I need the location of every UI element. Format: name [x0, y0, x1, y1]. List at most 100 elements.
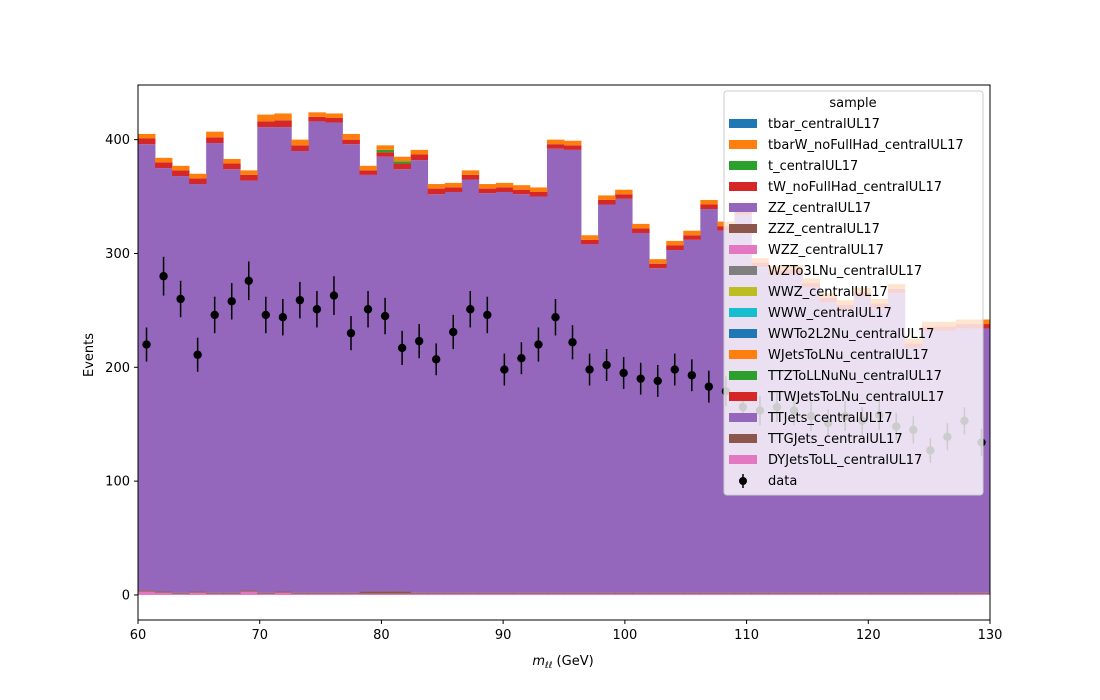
- bar-ttgjets-centralul17-40: [819, 592, 838, 594]
- bar-ttgjets-centralul17-29: [632, 592, 650, 594]
- bar-wjetstolnu-centralul17-31: [666, 240, 684, 246]
- bar-ttgjets-centralul17-23: [529, 592, 548, 594]
- bar-wjetstolnu-centralul17-10: [308, 112, 326, 117]
- legend-label-16: DYJetsToLL_centralUL17: [768, 453, 922, 468]
- legend-label-1: tbarW_noFullHad_centralUL17: [768, 138, 964, 153]
- bar-ttjets-centralul17-7: [257, 127, 275, 593]
- bar-ttwjetstolnu-centralul17-30: [649, 263, 667, 269]
- legend-swatch-4: [729, 203, 757, 212]
- data-point-25: [568, 338, 577, 347]
- bar-dyjetstoll-centralul17-9: [291, 593, 309, 595]
- bar-wjetstolnu-centralul17-29: [632, 223, 650, 229]
- bar-ttwjetstolnu-centralul17-18: [444, 187, 463, 192]
- bar-dyjetstoll-centralul17-18: [444, 593, 463, 595]
- x-axis-label-sub: ℓℓ: [544, 661, 552, 671]
- bar-ttjets-centralul17-5: [223, 169, 241, 593]
- bar-ttjets-centralul17-24: [546, 148, 565, 593]
- bar-ttjets-centralul17-23: [529, 196, 548, 593]
- x-axis-label-main: m: [532, 654, 545, 669]
- data-point-33: [704, 382, 714, 391]
- x-tick-label-110: 110: [734, 628, 759, 643]
- bar-ttwjetstolnu-centralul17-5: [223, 163, 241, 170]
- data-point-16: [414, 336, 424, 346]
- bar-dyjetstoll-centralul17-22: [512, 593, 531, 595]
- x-tick-label-130: 130: [978, 628, 1003, 643]
- data-point-9: [295, 295, 305, 305]
- bar-ttwjetstolnu-centralul17-6: [240, 174, 258, 181]
- legend-label-2: t_centralUL17: [768, 159, 858, 174]
- bar-wjetstolnu-centralul17-25: [564, 140, 582, 146]
- legend-data-marker: [739, 477, 747, 485]
- legend-label-6: WZZ_centralUL17: [768, 243, 884, 258]
- bar-ttwjetstolnu-centralul17-27: [598, 199, 616, 205]
- bar-dyjetstoll-centralul17-36: [751, 593, 769, 595]
- legend-swatch-15: [729, 434, 757, 443]
- bar-wjetstolnu-centralul17-15: [393, 156, 412, 162]
- bar-dyjetstoll-centralul17-49: [972, 593, 991, 595]
- bar-ttwjetstolnu-centralul17-33: [700, 204, 718, 210]
- bar-ttgjets-centralul17-9: [291, 592, 309, 594]
- bar-ttgjets-centralul17-14: [376, 591, 394, 594]
- bar-ttjets-centralul17-21: [495, 192, 514, 593]
- legend-swatch-8: [729, 287, 757, 296]
- bar-dyjetstoll-centralul17-1: [155, 592, 173, 595]
- bar-ttgjets-centralul17-12: [342, 592, 360, 594]
- data-point-2: [176, 294, 185, 304]
- bar-dyjetstoll-centralul17-21: [495, 593, 514, 595]
- legend-items: tbar_centralUL17 tbarW_noFullHad_centralU…: [729, 117, 964, 489]
- bar-ttgjets-centralul17-42: [853, 592, 872, 594]
- bar-dyjetstoll-centralul17-10: [308, 593, 326, 595]
- legend-swatch-12: [729, 371, 757, 380]
- bar-ttgjets-centralul17-22: [512, 592, 531, 594]
- bar-wjetstolnu-centralul17-5: [223, 158, 241, 164]
- bar-ttjets-centralul17-18: [444, 192, 463, 593]
- bar-ttwjetstolnu-centralul17-0: [138, 138, 156, 145]
- bar-dyjetstoll-centralul17-3: [189, 592, 207, 595]
- bar-dyjetstoll-centralul17-16: [410, 593, 429, 595]
- bar-ttjets-centralul17-26: [581, 244, 599, 593]
- bar-ttwjetstolnu-centralul17-17: [427, 188, 446, 195]
- bar-wjetstolnu-centralul17-19: [461, 170, 480, 175]
- bar-dyjetstoll-centralul17-24: [546, 593, 565, 595]
- bar-wjetstolnu-centralul17-11: [325, 113, 343, 119]
- bar-ttwjetstolnu-centralul17-19: [461, 174, 480, 180]
- bar-ttgjets-centralul17-1: [155, 591, 173, 593]
- data-point-15: [397, 343, 407, 353]
- legend-label-15: TTGJets_centralUL17: [767, 432, 903, 447]
- legend-swatch-14: [729, 413, 757, 422]
- bar-ttgjets-centralul17-37: [768, 592, 786, 594]
- bar-ttgjets-centralul17-28: [615, 592, 633, 594]
- bar-ttgjets-centralul17-5: [223, 592, 241, 594]
- bar-dyjetstoll-centralul17-25: [564, 593, 582, 595]
- bar-ttwjetstolnu-centralul17-22: [512, 189, 531, 195]
- legend-label-13: TTWJetsToLNu_centralUL17: [767, 390, 944, 405]
- bar-dyjetstoll-centralul17-40: [819, 593, 838, 595]
- y-tick-label-0: 0: [122, 588, 130, 603]
- bar-dyjetstoll-centralul17-46: [921, 593, 940, 595]
- legend-swatch-11: [729, 350, 757, 359]
- legend-swatch-9: [729, 308, 757, 317]
- bar-dyjetstoll-centralul17-12: [342, 593, 360, 595]
- bar-wjetstolnu-centralul17-21: [495, 182, 514, 188]
- bar-ttgjets-centralul17-38: [785, 592, 803, 594]
- bar-ttwjetstolnu-centralul17-21: [495, 187, 514, 192]
- bar-wjetstolnu-centralul17-18: [444, 182, 463, 188]
- legend-swatch-13: [729, 392, 757, 401]
- bar-dyjetstoll-centralul17-11: [325, 593, 343, 595]
- bar-ttjets-centralul17-13: [359, 174, 377, 592]
- bar-ttjets-centralul17-4: [206, 143, 224, 593]
- bar-ttjets-centralul17-30: [649, 268, 667, 593]
- bar-dyjetstoll-centralul17-23: [529, 593, 548, 595]
- legend-swatch-2: [729, 161, 757, 170]
- bar-ttgjets-centralul17-46: [921, 592, 940, 594]
- bar-dyjetstoll-centralul17-29: [632, 593, 650, 595]
- data-point-17: [432, 355, 441, 364]
- bar-ttjets-centralul17-20: [478, 193, 497, 593]
- bar-wjetstolnu-centralul17-17: [427, 184, 446, 189]
- bar-wjetstolnu-centralul17-6: [240, 170, 258, 175]
- bar-ttgjets-centralul17-15: [393, 591, 412, 594]
- y-tick-label-100: 100: [105, 475, 130, 490]
- legend-label-10: WWTo2L2Nu_centralUL17: [768, 327, 934, 342]
- y-tick-label-400: 400: [105, 133, 130, 148]
- bar-ttgjets-centralul17-32: [683, 592, 701, 594]
